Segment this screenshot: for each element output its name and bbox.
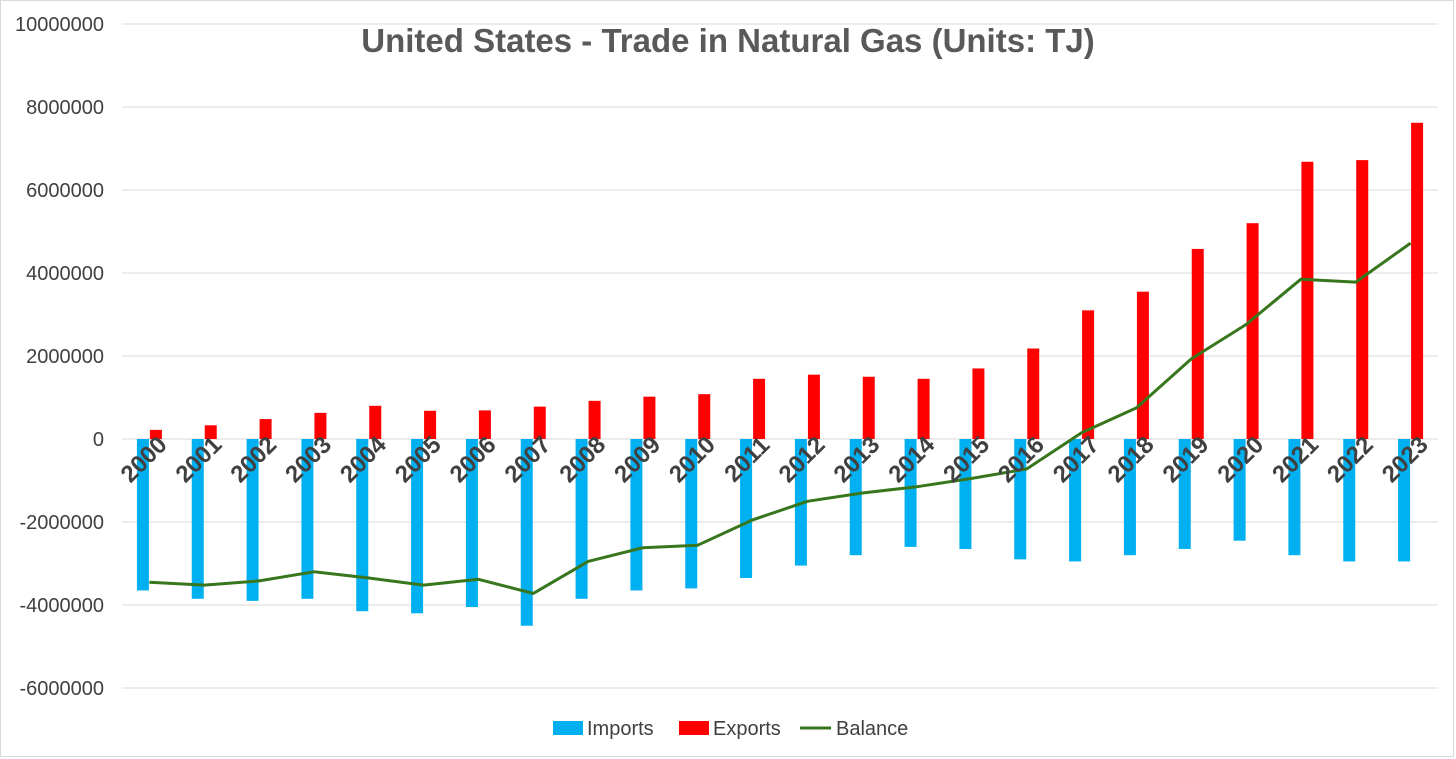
imports-bar: [849, 439, 862, 556]
exports-bar: [1027, 348, 1040, 439]
exports-bar: [1301, 161, 1314, 439]
imports-bar: [465, 439, 478, 608]
exports-bar: [478, 410, 491, 439]
imports-bar: [1398, 439, 1411, 562]
balance-line: [149, 241, 1412, 595]
imports-bar: [904, 439, 917, 547]
imports-bar: [1123, 439, 1136, 556]
y-tick-label: 2000000: [26, 346, 104, 368]
imports-bar: [1343, 439, 1356, 562]
exports-bar: [1136, 291, 1149, 439]
exports-bar: [807, 374, 820, 439]
exports-bar: [1246, 223, 1259, 439]
y-tick-label: 0: [93, 429, 104, 451]
imports-bar: [1178, 439, 1191, 549]
imports-bar: [301, 439, 314, 599]
legend: Imports Exports Balance: [553, 718, 908, 740]
exports-bar: [424, 410, 437, 439]
exports-bar: [1082, 310, 1095, 439]
exports-bar: [259, 419, 272, 439]
exports-bar: [972, 368, 985, 439]
y-tick-label: 6000000: [26, 180, 104, 202]
exports-bar: [698, 394, 711, 439]
exports-bar: [369, 405, 382, 439]
exports-bar: [917, 378, 930, 439]
legend-swatch: [679, 721, 709, 735]
exports-bar: [149, 429, 162, 439]
y-tick-label: -6000000: [19, 678, 104, 700]
legend-label: Imports: [587, 718, 654, 740]
exports-bar: [862, 376, 875, 439]
exports-bar: [588, 400, 601, 439]
balance-line-layer: [149, 241, 1412, 595]
imports-bar: [740, 439, 753, 579]
imports-bar: [685, 439, 698, 589]
imports-bar: [630, 439, 643, 591]
exports-bar: [1191, 248, 1204, 439]
imports-bar: [136, 439, 149, 591]
imports-bar: [1233, 439, 1246, 541]
imports-bar: [356, 439, 369, 612]
y-tick-label: 4000000: [26, 263, 104, 285]
imports-bar: [575, 439, 588, 599]
imports-bar: [959, 439, 972, 549]
legend-swatch: [553, 721, 583, 735]
bars: [136, 122, 1424, 626]
imports-bar: [411, 439, 424, 614]
imports-bar: [520, 439, 533, 626]
y-tick-label: 10000000: [15, 14, 104, 36]
gridlines: [122, 23, 1438, 689]
legend-label: Exports: [713, 718, 781, 740]
imports-bar: [1069, 439, 1082, 562]
exports-bar: [314, 412, 327, 439]
exports-bar: [1356, 160, 1369, 439]
y-axis-ticks: 10000000 8000000 6000000 4000000 2000000 0 -20…: [15, 14, 104, 700]
exports-bar: [1411, 122, 1424, 440]
imports-bar: [191, 439, 204, 599]
imports-bar: [1288, 439, 1301, 556]
exports-bar: [533, 406, 546, 439]
y-tick-label: 8000000: [26, 97, 104, 119]
exports-bar: [643, 396, 656, 439]
y-tick-label: -4000000: [19, 595, 104, 617]
exports-bar: [204, 425, 217, 439]
imports-bar: [246, 439, 259, 601]
exports-bar: [753, 378, 766, 439]
y-tick-label: -2000000: [19, 512, 104, 534]
chart-title: United States - Trade in Natural Gas (Un…: [361, 22, 1094, 59]
legend-label: Balance: [836, 718, 908, 740]
